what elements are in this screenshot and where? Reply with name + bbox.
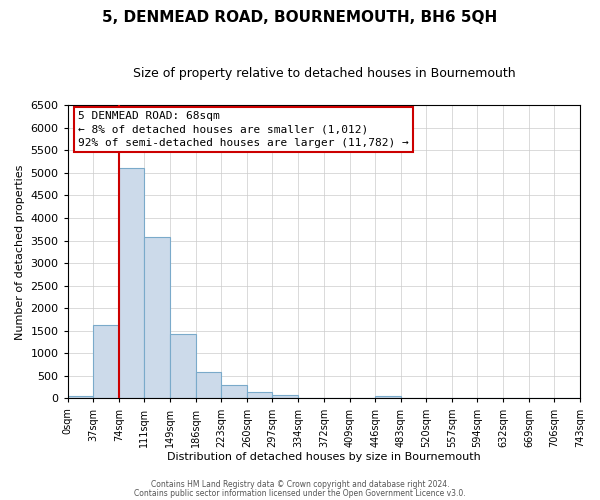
Bar: [144, 236, 170, 398]
Title: Size of property relative to detached houses in Bournemouth: Size of property relative to detached ho…: [133, 68, 515, 80]
Text: Contains HM Land Registry data © Crown copyright and database right 2024.: Contains HM Land Registry data © Crown c…: [151, 480, 449, 489]
Bar: [221, 385, 247, 398]
Bar: [68, 396, 93, 398]
Text: 5, DENMEAD ROAD, BOURNEMOUTH, BH6 5QH: 5, DENMEAD ROAD, BOURNEMOUTH, BH6 5QH: [103, 10, 497, 25]
Bar: [93, 325, 119, 398]
Bar: [170, 334, 196, 398]
Text: 5 DENMEAD ROAD: 68sqm
← 8% of detached houses are smaller (1,012)
92% of semi-de: 5 DENMEAD ROAD: 68sqm ← 8% of detached h…: [78, 111, 409, 148]
Bar: [272, 395, 298, 398]
Bar: [375, 396, 401, 398]
Bar: [247, 392, 272, 398]
Bar: [196, 372, 221, 398]
Y-axis label: Number of detached properties: Number of detached properties: [15, 164, 25, 340]
X-axis label: Distribution of detached houses by size in Bournemouth: Distribution of detached houses by size …: [167, 452, 481, 462]
Text: Contains public sector information licensed under the Open Government Licence v3: Contains public sector information licen…: [134, 488, 466, 498]
Bar: [119, 168, 144, 398]
